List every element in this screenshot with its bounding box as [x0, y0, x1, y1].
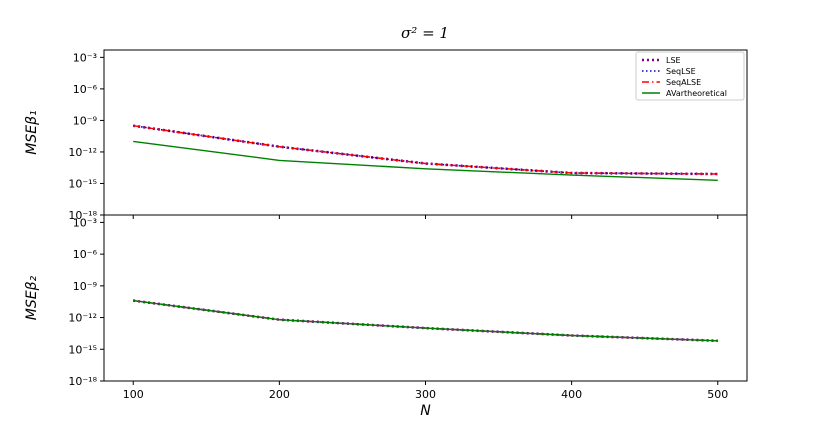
subplot-1: 10⁻¹⁸ 10⁻¹⁵ 10⁻¹² 10⁻⁹ 10⁻⁶ 10⁻³ MSEβ₁: [24, 49, 748, 222]
series-line-lse: [133, 299, 718, 343]
x-axis-label: N: [420, 403, 431, 419]
subplots: 10⁻¹⁸10⁻¹⁵10⁻¹²10⁻⁹10⁻⁶10⁻³MSEβ₁10⁻¹⁸10⁻…: [24, 49, 748, 419]
series-line-lse: [133, 124, 718, 176]
legend-entry-label: AVartheoretical: [666, 89, 727, 98]
chart-title: σ² = 1: [401, 24, 449, 42]
x-tick-label: 100: [123, 388, 144, 401]
y-tick-label: 10⁻⁶: [73, 83, 98, 96]
legend-entry-label: SeqLSE: [666, 67, 696, 76]
series-line-avartheoretical: [133, 299, 718, 342]
series-line-avartheoretical: [133, 140, 718, 181]
axes-frame: [103, 214, 748, 382]
legend: LSE SeqLSE SeqALSE AVartheoretical: [635, 51, 745, 101]
subplot-2: 10⁻¹⁸ 10⁻¹⁵ 10⁻¹² 10⁻⁹ 10⁻⁶ 10⁻³ 100 200 300 400 5…: [24, 214, 748, 419]
y-axis-label: MSEβ₁: [24, 110, 40, 154]
y-tick-label: 10⁻¹⁵: [68, 343, 97, 356]
y-axis-label: MSEβ₂: [24, 275, 40, 320]
series-line-seqlse: [133, 124, 718, 175]
series-line-seqalse: [133, 125, 718, 175]
y-tick-label: 10⁻¹²: [68, 312, 97, 325]
legend-box: [635, 51, 745, 101]
x-tick-label: 300: [415, 388, 436, 401]
legend-entry-label: SeqALSE: [666, 78, 701, 87]
legend-entry-label: LSE: [666, 56, 681, 65]
y-tick-label: 10⁻¹⁵: [68, 177, 97, 190]
y-tick-label: 10⁻⁹: [73, 114, 97, 127]
y-tick-label: 10⁻³: [73, 216, 97, 229]
y-tick-label: 10⁻⁹: [73, 280, 97, 293]
x-tick-label: 400: [561, 388, 582, 401]
y-tick-label: 10⁻³: [73, 51, 97, 64]
y-tick-label: 10⁻¹⁸: [68, 375, 97, 388]
y-tick-label: 10⁻¹⁸: [68, 209, 97, 222]
x-tick-label: 200: [269, 388, 290, 401]
series-line-seqlse: [133, 299, 718, 342]
x-tick-label: 500: [707, 388, 728, 401]
series-line-seqalse: [133, 299, 718, 342]
y-tick-label: 10⁻⁶: [73, 248, 98, 261]
y-tick-label: 10⁻¹²: [68, 146, 97, 159]
